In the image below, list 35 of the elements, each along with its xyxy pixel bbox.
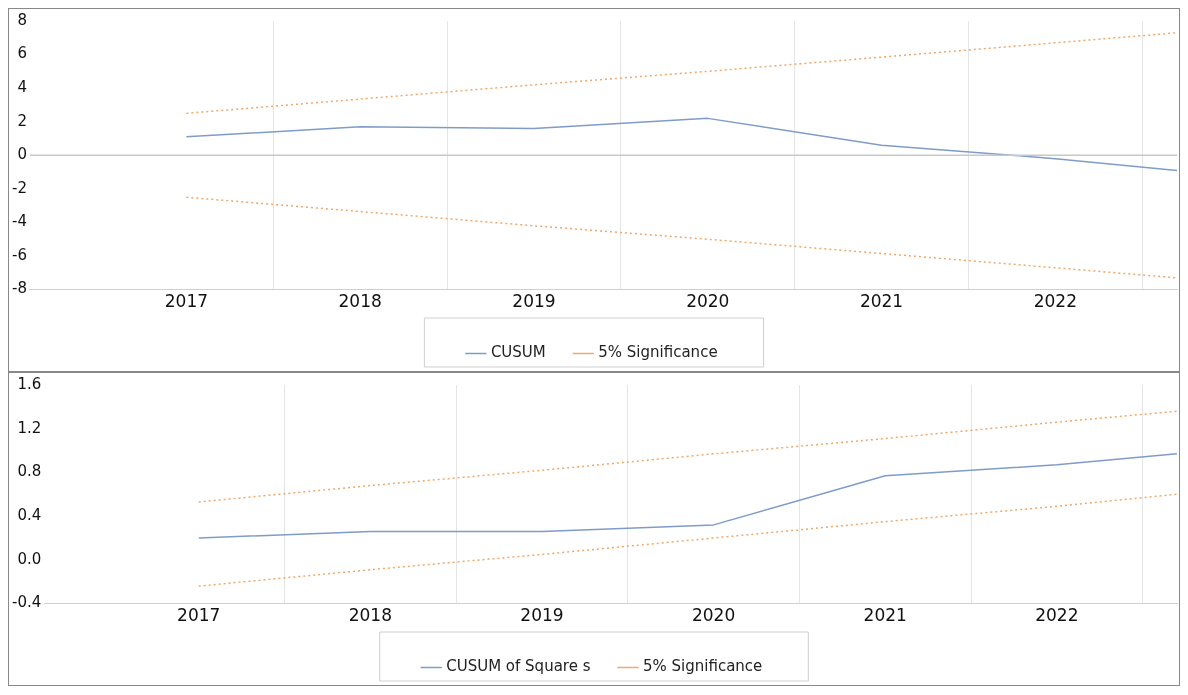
y-tick-label: -0.4 [11, 593, 42, 612]
x-tick-label: 2021 [859, 291, 904, 312]
x-tick-label: 2019 [512, 291, 556, 312]
line-series [197, 410, 1177, 503]
line-series [197, 493, 1177, 587]
y-tick-label: -4 [11, 212, 27, 231]
line-series [185, 32, 1177, 115]
x-tick-label: 2018 [338, 291, 382, 312]
y-tick-label: 0.8 [17, 462, 42, 481]
x-tick-label: 2017 [177, 605, 221, 626]
y-tick-label: 2 [17, 111, 27, 130]
legend-label: 5% Significance [598, 343, 718, 362]
legend-label: CUSUM [490, 343, 546, 362]
x-tick-label: 2022 [1035, 605, 1079, 626]
x-tick-label: 2019 [520, 605, 564, 626]
x-tick-label: 2020 [686, 291, 730, 312]
y-tick-label: 6 [17, 44, 27, 63]
x-tick-label: 2022 [1033, 291, 1077, 312]
x-tick-label: 2018 [348, 605, 392, 626]
legend-label: CUSUM of Square s [446, 657, 591, 676]
x-tick-label: 2020 [691, 605, 736, 626]
y-tick-label: 8 [17, 10, 27, 29]
y-tick-label: 1.2 [17, 418, 42, 437]
y-tick-label: 0.4 [17, 506, 42, 525]
legend-label: 5% Significance [642, 657, 763, 676]
y-tick-label: 0 [17, 145, 27, 164]
line-series [185, 196, 1177, 279]
y-tick-label: -2 [11, 178, 27, 197]
x-tick-label: 2021 [863, 605, 907, 626]
y-tick-label: 4 [17, 78, 27, 97]
y-tick-label: -6 [11, 245, 27, 264]
y-tick-label: 0.0 [17, 549, 42, 568]
y-tick-label: 1.6 [17, 374, 42, 393]
x-tick-label: 2017 [164, 291, 208, 312]
y-tick-label: -8 [11, 279, 27, 298]
